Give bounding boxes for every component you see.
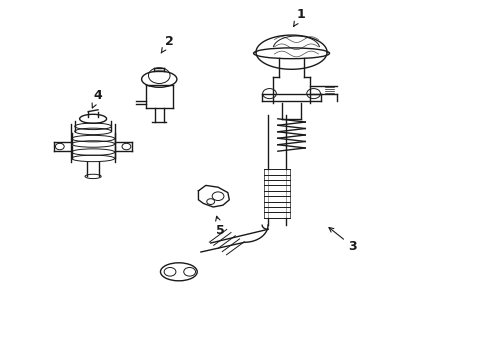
Text: 3: 3 [329,228,357,253]
Text: 4: 4 [92,89,102,108]
Text: 2: 2 [161,35,173,53]
Text: 5: 5 [216,216,225,237]
Text: 1: 1 [294,8,306,26]
